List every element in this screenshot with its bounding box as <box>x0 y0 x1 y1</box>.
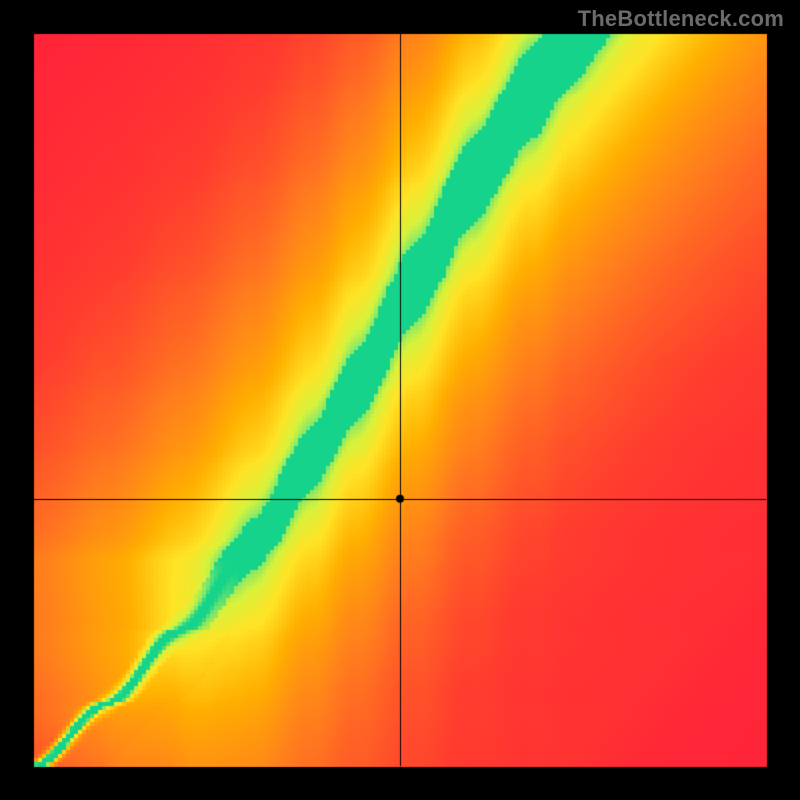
watermark-text: TheBottleneck.com <box>578 6 784 32</box>
bottleneck-heatmap <box>0 0 800 800</box>
